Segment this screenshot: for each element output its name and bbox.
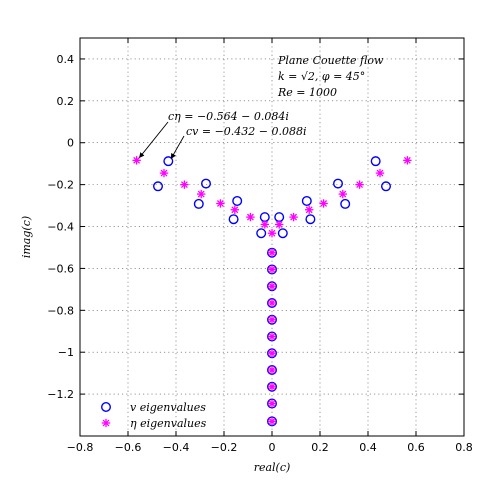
v-eigenvalue-marker	[277, 228, 288, 239]
y-axis-label: imag(c)	[20, 216, 33, 258]
eta-eigenvalue-marker	[267, 349, 277, 358]
legend-label-v: v eigenvalues	[130, 401, 206, 414]
y-tick-label: 0.2	[57, 95, 75, 108]
v-eigenvalue-marker	[370, 156, 381, 167]
v-eigenvalue-marker	[267, 247, 278, 258]
legend-label-eta: η eigenvalues	[130, 417, 207, 430]
y-tick-label: −0.8	[47, 304, 74, 317]
x-tick-label: −0.2	[211, 441, 238, 454]
v-eigenvalue-marker	[200, 178, 211, 189]
eta-eigenvalue-marker	[338, 189, 347, 199]
eta-eigenvalue-marker	[403, 156, 412, 165]
x-tick-label: 0.4	[359, 441, 377, 454]
v-eigenvalue-marker	[193, 198, 204, 209]
info-line-3: Re = 1000	[277, 86, 337, 99]
eta-eigenvalue-marker	[319, 199, 328, 208]
v-eigenvalue-marker	[228, 214, 239, 225]
v-eigenvalue-marker	[267, 281, 278, 292]
annotation-arrow-eta	[139, 121, 169, 159]
legend-marker-v	[100, 402, 111, 413]
info-line-1: Plane Couette flow	[277, 54, 384, 67]
v-eigenvalue-marker	[267, 314, 278, 325]
eta-eigenvalue-marker	[267, 365, 277, 375]
data-markers	[132, 156, 412, 427]
x-tick-label: 0.2	[311, 441, 329, 454]
v-eigenvalue-marker	[267, 416, 278, 427]
annotation-c-v: cv = −0.432 − 0.088i	[186, 125, 307, 138]
eta-eigenvalue-marker	[267, 229, 277, 238]
v-eigenvalue-marker	[267, 264, 278, 275]
eta-eigenvalue-marker	[267, 265, 277, 274]
x-tick-label: 0.6	[407, 441, 425, 454]
y-tick-label: −0.2	[47, 179, 74, 192]
grid	[80, 38, 464, 436]
y-tick-label: −1	[58, 346, 74, 359]
eta-eigenvalue-marker	[267, 298, 277, 308]
x-tick-label: −0.4	[163, 441, 190, 454]
y-tick-label: −0.6	[47, 262, 74, 275]
v-eigenvalue-marker	[267, 381, 278, 392]
legend-eta-star	[101, 418, 111, 428]
v-eigenvalue-marker	[305, 214, 316, 225]
v-eigenvalue-marker	[340, 198, 351, 209]
eta-eigenvalue-marker	[275, 220, 284, 229]
eta-eigenvalue-marker	[267, 399, 277, 408]
eta-eigenvalue-marker	[159, 168, 169, 178]
v-eigenvalue-marker	[256, 228, 267, 239]
eta-eigenvalue-marker	[375, 168, 385, 178]
legend: v eigenvalues η eigenvalues	[100, 401, 207, 430]
eta-eigenvalue-marker	[305, 205, 314, 214]
v-eigenvalue-marker	[267, 365, 278, 376]
axis-ticks: −0.8 −0.6 −0.4 −0.2 0 0.2 0.4 0.6 0.8 0.4 0.2 0 −0.2…	[47, 38, 473, 454]
info-line-2: k = √2, φ = 45°	[278, 70, 365, 83]
x-tick-label: −0.6	[115, 441, 142, 454]
eta-eigenvalue-marker	[180, 180, 189, 189]
v-eigenvalue-marker	[301, 195, 312, 206]
y-tick-label: −0.4	[47, 221, 74, 234]
eta-eigenvalue-marker	[289, 212, 298, 222]
y-tick-label: 0	[67, 137, 74, 150]
v-eigenvalue-marker	[267, 331, 278, 342]
eta-eigenvalue-marker	[246, 212, 255, 222]
eta-eigenvalue-marker	[230, 205, 239, 214]
eta-eigenvalue-marker	[267, 248, 277, 257]
eta-eigenvalue-marker	[267, 332, 277, 341]
x-tick-label: 0.8	[455, 441, 473, 454]
x-tick-label: −0.8	[67, 441, 94, 454]
v-eigenvalue-marker	[232, 195, 243, 206]
annotation-c-eta: cη = −0.564 − 0.084i	[168, 110, 289, 123]
x-tick-label: 0	[269, 441, 276, 454]
legend-marker-eta	[101, 418, 111, 428]
v-eigenvalue-marker	[267, 348, 278, 359]
eta-eigenvalue-marker	[267, 417, 277, 426]
eta-eigenvalue-marker	[267, 382, 277, 391]
v-eigenvalue-marker	[333, 178, 344, 189]
y-tick-label: 0.4	[57, 53, 75, 66]
x-axis-label: real(c)	[254, 461, 291, 474]
v-eigenvalue-marker	[267, 398, 278, 409]
y-tick-label: −1.2	[47, 388, 74, 401]
eta-eigenvalue-marker	[355, 180, 364, 189]
v-eigenvalue-marker	[152, 181, 163, 192]
annotation-arrow-v	[170, 135, 185, 159]
eta-eigenvalue-marker	[132, 156, 141, 165]
eta-eigenvalue-marker	[216, 199, 225, 208]
eta-eigenvalue-marker	[197, 189, 206, 199]
v-eigenvalue-marker	[163, 156, 174, 167]
v-eigenvalue-marker	[267, 297, 278, 308]
eta-eigenvalue-marker	[267, 282, 277, 291]
eta-eigenvalue-marker	[267, 315, 277, 324]
eta-eigenvalue-marker	[260, 220, 269, 229]
v-eigenvalue-marker	[381, 181, 392, 192]
